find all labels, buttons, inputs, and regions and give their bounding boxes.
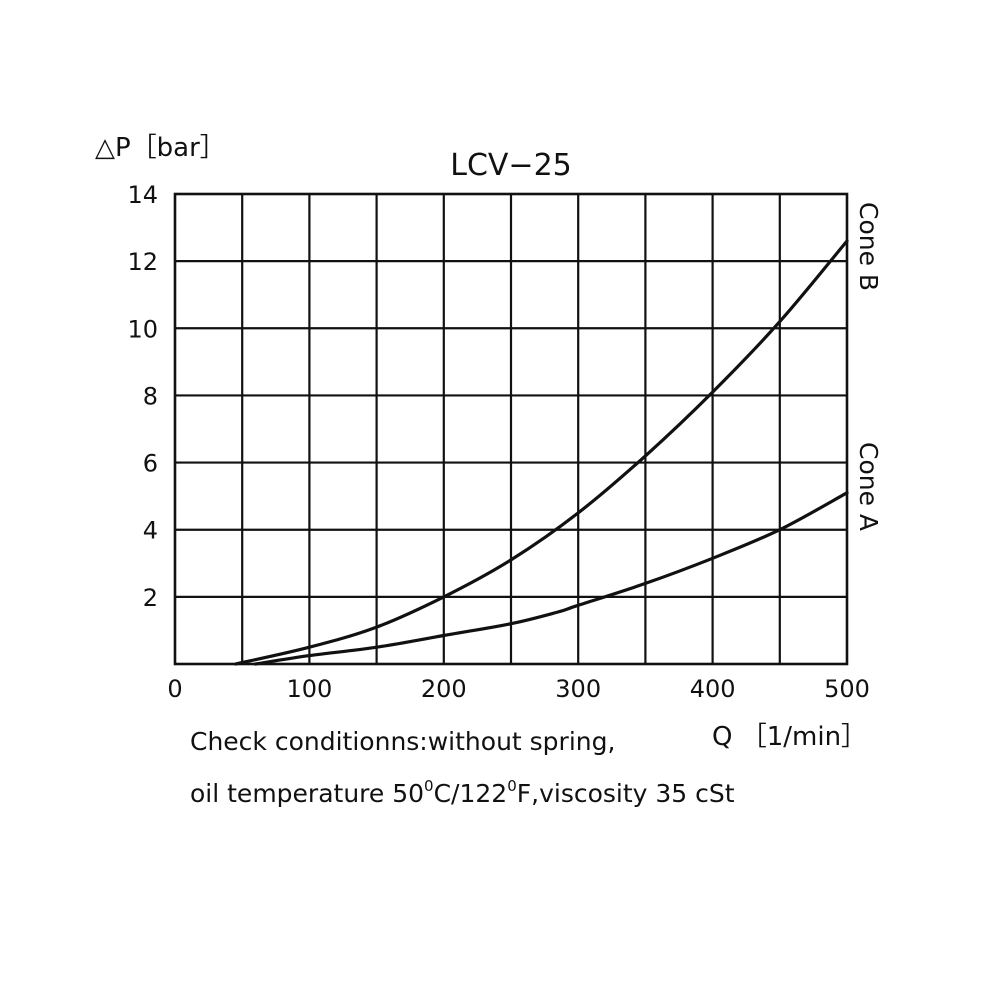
note-line-1-text: Check conditionns:without spring, <box>190 727 616 756</box>
series-lines <box>233 239 849 666</box>
x-tick-label: 500 <box>824 675 870 703</box>
note-line-1: Check conditionns:without spring, <box>190 720 890 764</box>
degree-superscript-2: 0 <box>507 777 517 795</box>
degree-superscript-1: 0 <box>424 777 434 795</box>
y-tick-label: 4 <box>143 517 158 545</box>
series-label-cone-a: Cone A <box>854 442 883 531</box>
y-tick-label: 6 <box>143 450 158 478</box>
note-line-2-part-a: oil temperature 50 <box>190 779 425 808</box>
y-tick-label: 2 <box>143 584 158 612</box>
plot-frame <box>173 192 849 666</box>
series-line-cone-b <box>233 239 849 666</box>
x-tick-label: 400 <box>690 675 736 703</box>
note-line-2-part-c: F,viscosity 35 cSt <box>516 779 735 808</box>
y-axis-label: △P［bar］ <box>95 133 226 163</box>
tick-labels: 0 100 200 300 400 500 2 4 6 8 10 12 14 <box>127 181 869 703</box>
y-tick-label: 10 <box>127 315 158 343</box>
note-line-2: oil temperature 500C/1220F,viscosity 35 … <box>190 764 890 816</box>
grid-lines <box>175 194 847 664</box>
series-label-cone-b: Cone B <box>854 202 883 291</box>
x-tick-label: 200 <box>421 675 467 703</box>
y-tick-label: 8 <box>143 382 158 410</box>
test-conditions-note: Check conditionns:without spring, oil te… <box>190 720 890 816</box>
note-line-2-part-b: C/122 <box>433 779 508 808</box>
x-tick-label: 0 <box>167 675 182 703</box>
x-tick-label: 300 <box>555 675 601 703</box>
x-tick-label: 100 <box>286 675 332 703</box>
series-line-cone-a <box>254 491 849 666</box>
y-tick-label: 14 <box>127 181 158 209</box>
x-axis-label: Q ［1/min］ <box>712 722 867 752</box>
y-tick-label: 12 <box>127 248 158 276</box>
chart-title: LCV−25 <box>450 148 572 183</box>
